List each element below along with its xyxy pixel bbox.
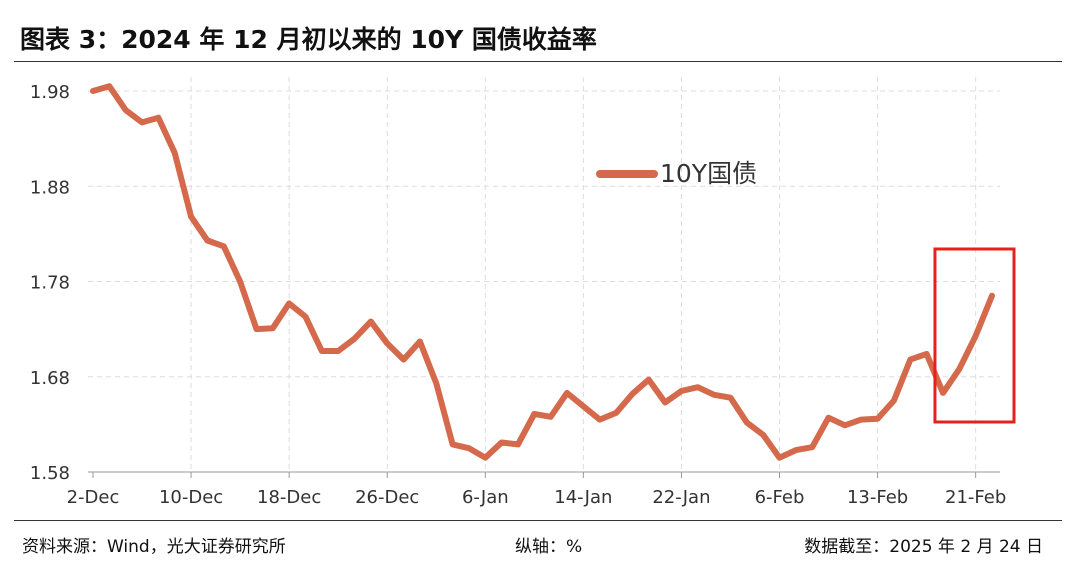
source-note: 资料来源：Wind，光大证券研究所 — [22, 537, 286, 557]
top-rule — [14, 61, 1062, 62]
x-tick-label: 22-Jan — [652, 487, 710, 508]
highlight-box — [933, 247, 1016, 424]
x-tick-labels: 2-Dec 10-Dec 18-Dec 26-Dec 6-Jan 14-Jan 22-Jan… — [67, 487, 1007, 508]
x-tick-label: 2-Dec — [67, 487, 120, 508]
y-tick-labels: 1.98 1.88 1.78 1.68 1.58 — [30, 82, 70, 484]
axis-unit-note: 纵轴：% — [515, 537, 583, 557]
x-tick-label: 10-Dec — [159, 487, 223, 508]
bottom-rule — [14, 520, 1062, 521]
x-tick-label: 13-Feb — [847, 487, 908, 508]
y-tick-label: 1.78 — [30, 273, 70, 294]
x-tick-label: 6-Jan — [462, 487, 509, 508]
y-tick-label: 1.88 — [30, 177, 70, 198]
legend-label: 10Y国债 — [660, 159, 757, 188]
y-tick-label: 1.58 — [30, 463, 70, 484]
x-tick-label: 14-Jan — [554, 487, 612, 508]
x-axis — [88, 471, 1000, 478]
x-tick-label: 21-Feb — [945, 487, 1006, 508]
x-tick-label: 26-Dec — [355, 487, 419, 508]
grid-lines — [88, 77, 1000, 472]
chart-title: 图表 3：2024 年 12 月初以来的 10Y 国债收益率 — [20, 25, 597, 54]
legend: 10Y国债 — [596, 159, 757, 188]
highlight-box-layer — [933, 247, 1016, 424]
y-tick-label: 1.68 — [30, 368, 70, 389]
y-tick-label: 1.98 — [30, 82, 70, 103]
series-line-10y — [90, 83, 995, 461]
x-tick-label: 6-Feb — [755, 487, 805, 508]
x-tick-label: 18-Dec — [257, 487, 321, 508]
date-note: 数据截至：2025 年 2 月 24 日 — [804, 537, 1043, 557]
series-lines — [90, 83, 995, 461]
